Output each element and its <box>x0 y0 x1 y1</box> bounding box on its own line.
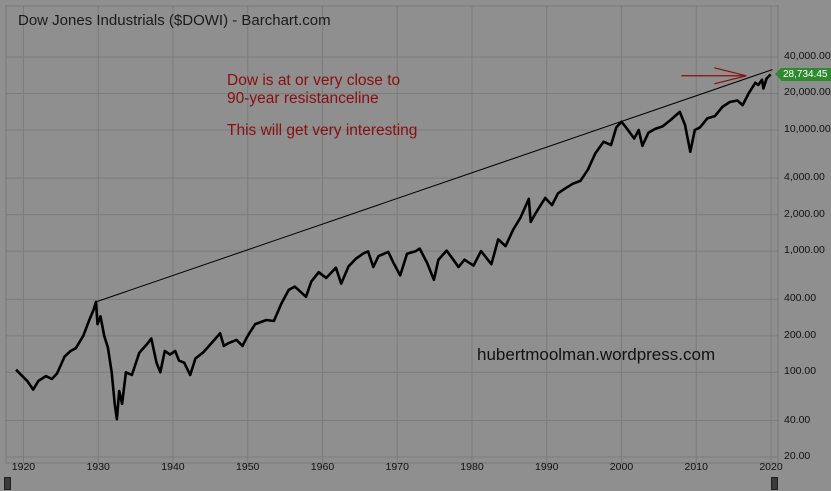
y-tick-label: 400.00 <box>784 292 817 305</box>
x-tick-label: 1970 <box>385 461 409 473</box>
dow-price-line <box>15 73 772 421</box>
y-tick-label: 40.00 <box>784 413 811 426</box>
x-tick-label: 1980 <box>460 461 484 473</box>
y-tick-label: 20.00 <box>784 450 811 462</box>
plot-frame <box>5 5 779 464</box>
x-tick-label: 1940 <box>161 461 185 473</box>
y-tick-label: 4,000.00 <box>784 171 825 184</box>
y-tick-label: 20,000.00 <box>784 86 831 99</box>
x-tick-label: 1930 <box>86 461 110 473</box>
x-tick-label: 2020 <box>759 461 783 473</box>
x-tick-label: 1990 <box>535 461 559 473</box>
watermark-text: hubertmoolman.wordpress.com <box>477 345 716 364</box>
x-tick-label: 1960 <box>310 461 335 473</box>
y-tick-label: 100.00 <box>784 365 817 378</box>
annotation-line-3: This will get very interesting <box>227 122 418 139</box>
annotation-arrow <box>681 67 747 85</box>
y-tick-label: 1,000.00 <box>784 244 825 257</box>
annotation-line-2: 90-year resistanceline <box>227 90 379 107</box>
annotation-line-1: Dow is at or very close to <box>227 72 401 89</box>
x-tick-label: 1950 <box>236 461 260 473</box>
last-price-badge: 28,734.45 <box>775 68 831 81</box>
range-scroll-handle-left[interactable] <box>4 477 11 490</box>
y-tick-label: 200.00 <box>784 328 817 341</box>
y-tick-label: 2,000.00 <box>784 207 825 220</box>
chart-title: Dow Jones Industrials ($DOWI) - Barchart… <box>18 12 331 29</box>
x-tick-label: 2000 <box>609 461 634 473</box>
y-tick-label: 40,000.00 <box>784 50 831 62</box>
y-tick-label: 10,000.00 <box>784 122 831 135</box>
x-tick-label: 1920 <box>11 461 36 473</box>
resistance-trendline <box>95 69 773 303</box>
grid-lines <box>6 6 778 463</box>
arrow-head <box>714 67 747 85</box>
x-tick-label: 2010 <box>684 461 708 473</box>
range-scroll-handle-right[interactable] <box>771 477 778 490</box>
price-series <box>15 73 772 421</box>
